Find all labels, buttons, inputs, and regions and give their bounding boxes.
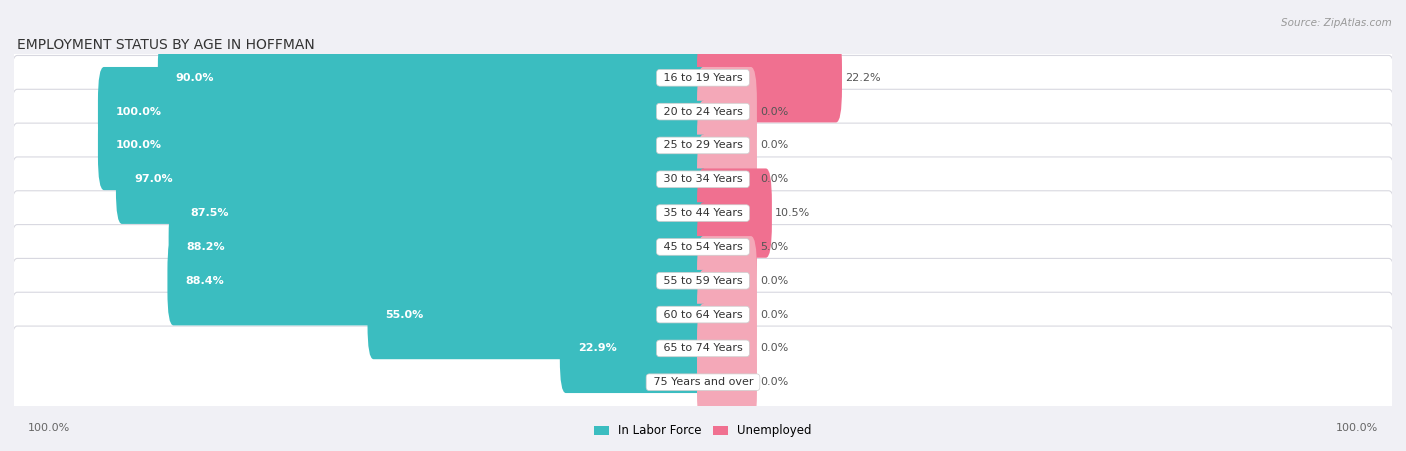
Text: 0.0%: 0.0% — [759, 140, 789, 151]
Text: 0.0%: 0.0% — [759, 106, 789, 117]
FancyBboxPatch shape — [10, 157, 1396, 269]
Text: Source: ZipAtlas.com: Source: ZipAtlas.com — [1281, 18, 1392, 28]
Text: 22.2%: 22.2% — [845, 73, 880, 83]
Text: 65 to 74 Years: 65 to 74 Years — [659, 343, 747, 354]
FancyBboxPatch shape — [10, 22, 1396, 134]
Text: 55.0%: 55.0% — [385, 309, 423, 320]
FancyBboxPatch shape — [697, 101, 756, 190]
FancyBboxPatch shape — [697, 202, 756, 291]
FancyBboxPatch shape — [560, 304, 709, 393]
FancyBboxPatch shape — [115, 134, 709, 224]
Text: 88.2%: 88.2% — [187, 242, 225, 252]
Text: 0.0%: 0.0% — [759, 276, 789, 286]
FancyBboxPatch shape — [367, 270, 709, 359]
Text: 20 to 24 Years: 20 to 24 Years — [659, 106, 747, 117]
FancyBboxPatch shape — [10, 225, 1396, 337]
Text: 0.0%: 0.0% — [759, 174, 789, 184]
FancyBboxPatch shape — [157, 33, 709, 122]
FancyBboxPatch shape — [10, 326, 1396, 438]
FancyBboxPatch shape — [10, 123, 1396, 235]
Text: 0.0%: 0.0% — [759, 309, 789, 320]
FancyBboxPatch shape — [697, 134, 756, 224]
Legend: In Labor Force, Unemployed: In Labor Force, Unemployed — [589, 420, 817, 442]
Text: 100.0%: 100.0% — [28, 423, 70, 433]
Text: 100.0%: 100.0% — [1336, 423, 1378, 433]
Text: 87.5%: 87.5% — [191, 208, 229, 218]
FancyBboxPatch shape — [10, 292, 1396, 405]
Text: 0.0%: 0.0% — [759, 343, 789, 354]
Text: 55 to 59 Years: 55 to 59 Years — [659, 276, 747, 286]
Text: 10.5%: 10.5% — [775, 208, 810, 218]
Text: 0.0%: 0.0% — [666, 377, 695, 387]
FancyBboxPatch shape — [10, 89, 1396, 202]
FancyBboxPatch shape — [98, 101, 709, 190]
Text: EMPLOYMENT STATUS BY AGE IN HOFFMAN: EMPLOYMENT STATUS BY AGE IN HOFFMAN — [17, 38, 315, 52]
FancyBboxPatch shape — [697, 33, 842, 122]
FancyBboxPatch shape — [98, 67, 709, 156]
FancyBboxPatch shape — [10, 191, 1396, 303]
Text: 60 to 64 Years: 60 to 64 Years — [659, 309, 747, 320]
Text: 0.0%: 0.0% — [759, 377, 789, 387]
FancyBboxPatch shape — [10, 258, 1396, 371]
FancyBboxPatch shape — [173, 168, 709, 258]
Text: 100.0%: 100.0% — [115, 106, 162, 117]
FancyBboxPatch shape — [167, 236, 709, 326]
Text: 97.0%: 97.0% — [134, 174, 173, 184]
Text: 22.9%: 22.9% — [578, 343, 617, 354]
FancyBboxPatch shape — [697, 236, 756, 326]
FancyBboxPatch shape — [697, 337, 756, 427]
Text: 88.4%: 88.4% — [186, 276, 224, 286]
Text: 16 to 19 Years: 16 to 19 Years — [659, 73, 747, 83]
Text: 100.0%: 100.0% — [115, 140, 162, 151]
Text: 5.0%: 5.0% — [759, 242, 789, 252]
Text: 45 to 54 Years: 45 to 54 Years — [659, 242, 747, 252]
FancyBboxPatch shape — [697, 270, 756, 359]
FancyBboxPatch shape — [697, 168, 772, 258]
FancyBboxPatch shape — [697, 67, 756, 156]
Text: 75 Years and over: 75 Years and over — [650, 377, 756, 387]
Text: 90.0%: 90.0% — [176, 73, 214, 83]
Text: 25 to 29 Years: 25 to 29 Years — [659, 140, 747, 151]
FancyBboxPatch shape — [169, 202, 709, 291]
Text: 30 to 34 Years: 30 to 34 Years — [659, 174, 747, 184]
Text: 35 to 44 Years: 35 to 44 Years — [659, 208, 747, 218]
FancyBboxPatch shape — [10, 55, 1396, 168]
FancyBboxPatch shape — [697, 304, 756, 393]
